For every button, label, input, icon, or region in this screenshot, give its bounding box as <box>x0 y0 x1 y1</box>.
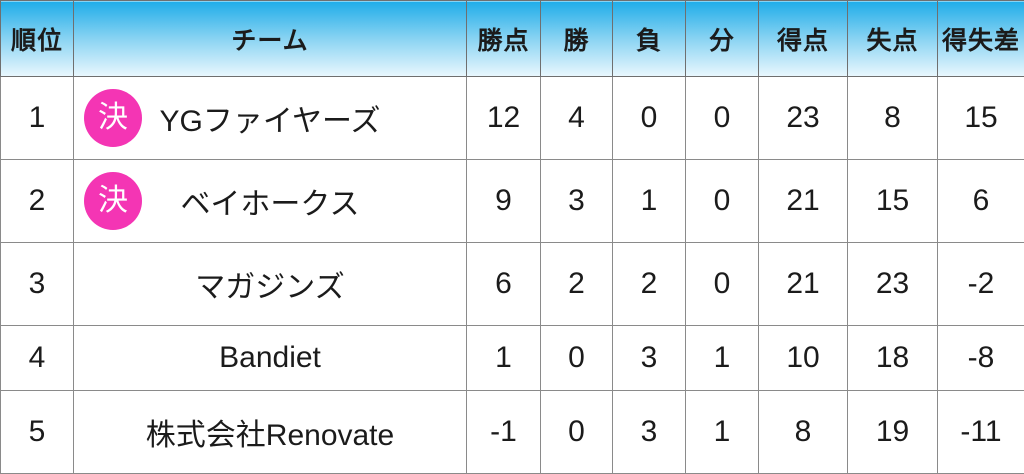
goals-for-cell: 8 <box>758 389 848 474</box>
losses-cell: 2 <box>612 242 686 327</box>
col-header-goals-against: 失点 <box>847 0 938 77</box>
team-name: 株式会社Renovate <box>145 418 395 452</box>
goal-diff-cell: 6 <box>937 159 1024 244</box>
finalist-badge: 決 <box>84 89 142 148</box>
draws-cell: 0 <box>685 242 759 327</box>
wins-cell: 0 <box>540 389 613 474</box>
losses-cell: 3 <box>612 389 686 474</box>
col-header-points: 勝点 <box>466 0 541 77</box>
goals-against-cell: 8 <box>847 75 938 161</box>
points-cell: 1 <box>466 325 541 391</box>
col-header-wins: 勝 <box>540 0 613 77</box>
team-cell: 株式会社Renovate <box>73 389 467 474</box>
wins-cell: 4 <box>540 75 613 161</box>
team-name: YGファイヤーズ <box>159 105 381 139</box>
col-header-team: チーム <box>73 0 467 77</box>
goals-against-cell: 23 <box>847 242 938 327</box>
points-cell: 12 <box>466 75 541 161</box>
rank-cell: 3 <box>0 242 74 327</box>
rank-cell: 1 <box>0 75 74 161</box>
header-row: 順位 チーム 勝点 勝 負 分 得点 失点 得失差 <box>0 0 1024 77</box>
rank-cell: 4 <box>0 325 74 391</box>
team-name: マガジンズ <box>195 271 345 305</box>
rank-cell: 5 <box>0 389 74 474</box>
table-row: 1 決 YGファイヤーズ 12 4 0 0 23 8 15 <box>0 75 1024 161</box>
goals-against-cell: 18 <box>847 325 938 391</box>
table-row: 5 株式会社Renovate -1 0 3 1 8 19 -11 <box>0 389 1024 474</box>
table-row: 4 Bandiet 1 0 3 1 10 18 -8 <box>0 325 1024 391</box>
col-header-goal-diff: 得失差 <box>937 0 1024 77</box>
points-cell: 9 <box>466 159 541 244</box>
team-name: Bandiet <box>219 341 321 375</box>
goals-for-cell: 21 <box>758 242 848 327</box>
goal-diff-cell: 15 <box>937 75 1024 161</box>
draws-cell: 0 <box>685 159 759 244</box>
draws-cell: 1 <box>685 389 759 474</box>
col-header-losses: 負 <box>612 0 686 77</box>
goals-for-cell: 23 <box>758 75 848 161</box>
table-row: 2 決 ベイホークス 9 3 1 0 21 15 6 <box>0 159 1024 244</box>
points-cell: -1 <box>466 389 541 474</box>
team-cell: Bandiet <box>73 325 467 391</box>
wins-cell: 3 <box>540 159 613 244</box>
losses-cell: 1 <box>612 159 686 244</box>
goal-diff-cell: -11 <box>937 389 1024 474</box>
goal-diff-cell: -2 <box>937 242 1024 327</box>
team-name: ベイホークス <box>180 188 360 222</box>
team-cell: マガジンズ <box>73 242 467 327</box>
col-header-draws: 分 <box>685 0 759 77</box>
goals-for-cell: 10 <box>758 325 848 391</box>
wins-cell: 0 <box>540 325 613 391</box>
points-cell: 6 <box>466 242 541 327</box>
goal-diff-cell: -8 <box>937 325 1024 391</box>
draws-cell: 0 <box>685 75 759 161</box>
team-cell: 決 ベイホークス <box>73 159 467 244</box>
losses-cell: 3 <box>612 325 686 391</box>
table-row: 3 マガジンズ 6 2 2 0 21 23 -2 <box>0 242 1024 327</box>
col-header-rank: 順位 <box>0 0 74 77</box>
losses-cell: 0 <box>612 75 686 161</box>
team-cell: 決 YGファイヤーズ <box>73 75 467 161</box>
finalist-badge: 決 <box>84 172 142 231</box>
goals-for-cell: 21 <box>758 159 848 244</box>
goals-against-cell: 19 <box>847 389 938 474</box>
rank-cell: 2 <box>0 159 74 244</box>
col-header-goals-for: 得点 <box>758 0 848 77</box>
wins-cell: 2 <box>540 242 613 327</box>
goals-against-cell: 15 <box>847 159 938 244</box>
draws-cell: 1 <box>685 325 759 391</box>
